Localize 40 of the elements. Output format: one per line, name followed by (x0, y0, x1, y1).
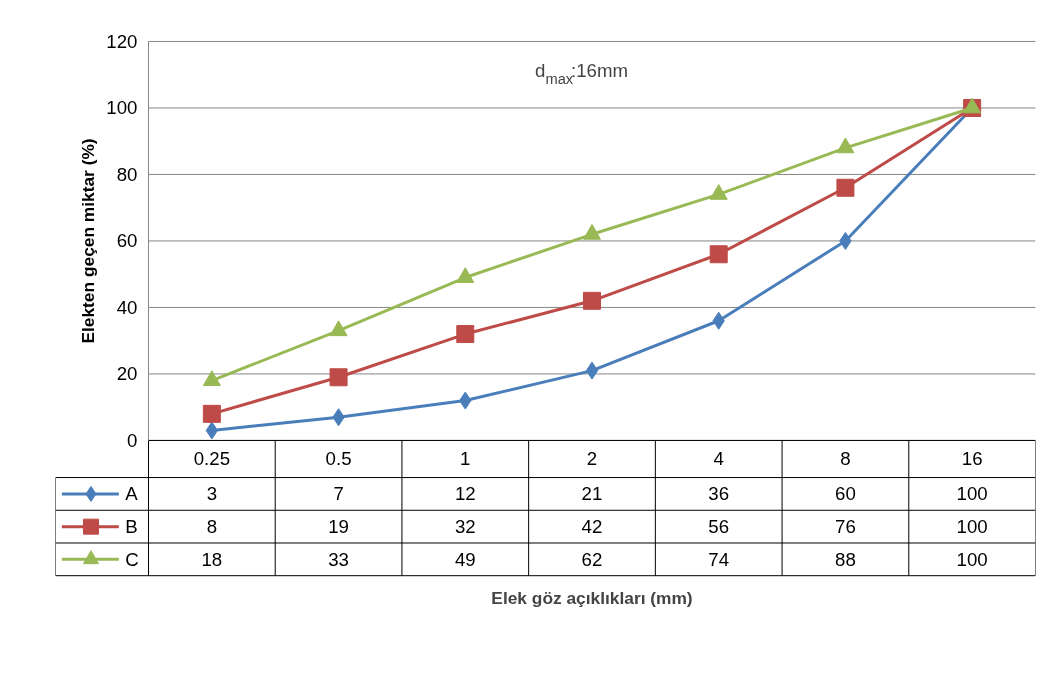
y-tick-label: 100 (106, 97, 138, 119)
legend-label: C (125, 548, 139, 570)
y-axis-title: Elekten geçen miktar (%) (78, 138, 99, 344)
data-label: 60 (835, 483, 856, 505)
data-label: 7 (333, 483, 344, 505)
text: Elek göz açıklıkları (mm) (491, 587, 693, 608)
data-label: 8 (206, 516, 218, 538)
data-label: 100 (956, 548, 988, 570)
data-label: 18 (201, 548, 223, 570)
data-label: 3 (206, 483, 218, 505)
x-tick-label: 8 (840, 448, 851, 470)
x-tick-label: 0.25 (193, 448, 231, 470)
x-tick-label: 0.5 (325, 448, 352, 470)
data-label: 76 (835, 516, 856, 538)
y-tick-label: 20 (116, 363, 138, 385)
x-tick-label: 16 (961, 448, 983, 470)
y-tick-label: 60 (116, 230, 138, 252)
data-label: 100 (956, 483, 988, 505)
y-tick-label: 120 (106, 30, 138, 52)
y-tick-label: 0 (127, 429, 138, 451)
data-label: 49 (454, 548, 476, 570)
data-label: 12 (454, 483, 476, 505)
y-tick-label: 40 (116, 296, 138, 318)
legend-label: B (125, 516, 138, 538)
data-label: 33 (328, 548, 349, 570)
data-label: 100 (956, 516, 988, 538)
data-label: 74 (708, 548, 730, 570)
data-label: 32 (454, 516, 476, 538)
x-tick-label: 4 (713, 448, 724, 470)
data-label: 88 (835, 548, 856, 570)
legend-label: A (125, 483, 139, 505)
y-tick-label: 80 (116, 163, 138, 185)
data-label: 56 (708, 516, 730, 538)
data-label: 42 (581, 516, 603, 538)
data-label: 36 (708, 483, 730, 505)
x-tick-label: 1 (460, 448, 471, 470)
data-label: 62 (581, 548, 603, 570)
data-label: 21 (581, 483, 603, 505)
data-label: 19 (328, 516, 349, 538)
x-tick-label: 2 (586, 448, 598, 470)
